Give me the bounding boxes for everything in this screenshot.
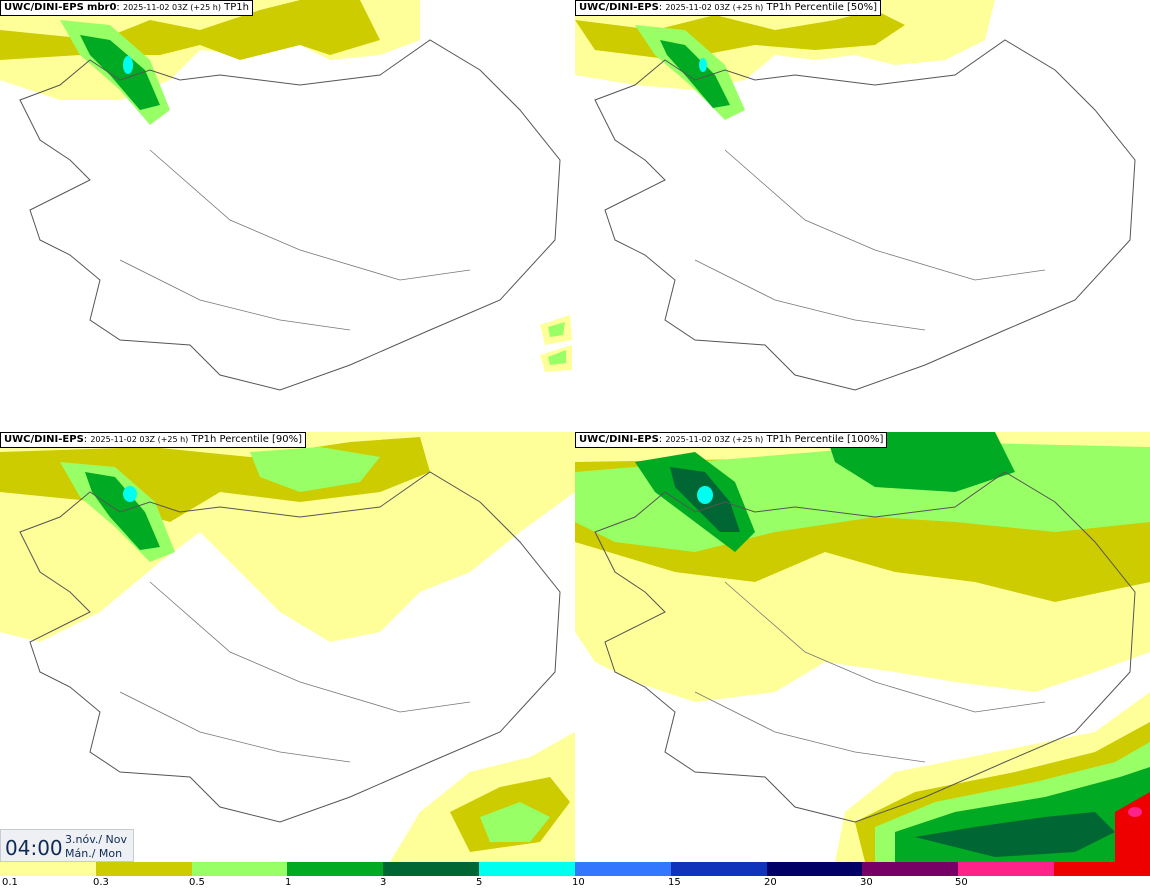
legend-label: 0.5	[189, 877, 205, 888]
legend-swatch	[862, 862, 959, 876]
legend-swatch	[95, 862, 192, 876]
map-panel-p100: UWC/DINI-EPS: 2025-11-02 03Z (+25 h) TP1…	[575, 432, 1150, 862]
legend-label: 20	[764, 877, 777, 888]
legend-label: 5	[476, 877, 483, 888]
panel-title: UWC/DINI-EPS: 2025-11-02 03Z (+25 h) TP1…	[575, 432, 888, 448]
valid-time-box: 04:00 3.nóv./ Nov Mán./ Mon	[0, 829, 134, 862]
map-panel-p90: UWC/DINI-EPS: 2025-11-02 03Z (+25 h) TP1…	[0, 432, 575, 862]
legend-label: 3	[380, 877, 387, 888]
valid-date-line1: 3.nóv./ Nov	[65, 833, 128, 846]
legend-labels: 0.1 0.3 0.5 1 3 5 10 15 20 30 50	[0, 876, 1150, 891]
legend-label: 50	[955, 877, 968, 888]
legend-label: 0.1	[2, 877, 18, 888]
legend-label: 30	[860, 877, 873, 888]
legend-swatch	[670, 862, 767, 876]
legend-label: 15	[668, 877, 681, 888]
legend-label: 0.3	[93, 877, 109, 888]
legend-label: 1	[285, 877, 292, 888]
legend-label: 10	[572, 877, 585, 888]
color-legend	[0, 862, 1150, 876]
panel-title: UWC/DINI-EPS: 2025-11-02 03Z (+25 h) TP1…	[575, 0, 882, 16]
legend-swatch	[479, 862, 575, 876]
valid-time: 04:00	[5, 836, 63, 860]
panel-title: UWC/DINI-EPS mbr0: 2025-11-02 03Z (+25 h…	[0, 0, 253, 16]
valid-date: 3.nóv./ Nov Mán./ Mon	[65, 833, 127, 861]
valid-date-line2: Mán./ Mon	[65, 847, 123, 860]
legend-swatch	[287, 862, 384, 876]
map-panel-p50: UWC/DINI-EPS: 2025-11-02 03Z (+25 h) TP1…	[575, 0, 1150, 430]
legend-swatch	[0, 862, 96, 876]
panel-title: UWC/DINI-EPS: 2025-11-02 03Z (+25 h) TP1…	[0, 432, 307, 448]
precip-map	[0, 0, 575, 430]
precip-map	[0, 432, 575, 862]
legend-swatch	[1054, 862, 1150, 876]
legend-swatch	[958, 862, 1055, 876]
map-panel-mbr0: UWC/DINI-EPS mbr0: 2025-11-02 03Z (+25 h…	[0, 0, 575, 430]
legend-swatch	[191, 862, 288, 876]
precip-map	[575, 0, 1150, 430]
legend-swatch	[574, 862, 671, 876]
legend-swatch	[766, 862, 863, 876]
precip-map	[575, 432, 1150, 862]
legend-swatch	[383, 862, 480, 876]
